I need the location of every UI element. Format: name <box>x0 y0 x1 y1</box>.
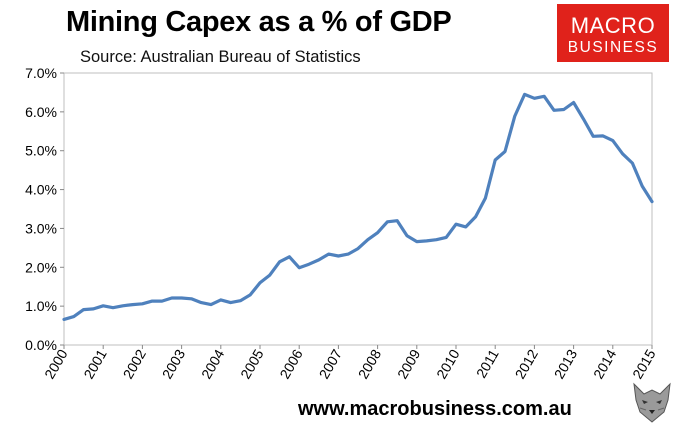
x-tick-label: 2003 <box>159 346 189 381</box>
data-point <box>347 252 350 256</box>
data-point <box>494 158 497 162</box>
data-point <box>376 231 379 234</box>
data-point <box>288 255 291 258</box>
chart-subtitle: Source: Australian Bureau of Statistics <box>80 48 361 66</box>
y-axis: 0.0% 1.0% 2.0% 3.0% 4.0% 5.0% 6.0% 7.0% <box>25 65 64 353</box>
data-point <box>503 150 507 153</box>
data-point <box>552 109 556 112</box>
x-tick-label: 2002 <box>120 346 150 381</box>
y-tick-label: 5.0% <box>25 143 57 159</box>
data-point <box>131 303 134 306</box>
data-point <box>278 260 281 263</box>
x-tick-label: 2012 <box>512 346 542 381</box>
data-point <box>582 117 585 121</box>
data-point <box>396 219 399 222</box>
data-point <box>141 302 144 305</box>
data-point <box>298 266 301 269</box>
data-point <box>72 315 76 318</box>
y-tick-label: 3.0% <box>25 220 57 236</box>
data-point <box>190 297 193 300</box>
x-tick-label: 2014 <box>590 346 620 381</box>
logo-line-1: MACRO <box>570 13 656 38</box>
data-point <box>337 254 340 258</box>
data-point <box>268 273 271 277</box>
chart-title: Mining Capex as a % of GDP <box>66 6 452 38</box>
data-point <box>249 293 252 297</box>
data-point <box>229 301 232 304</box>
data-point <box>219 298 222 302</box>
data-point <box>200 301 203 304</box>
y-tick-label: 1.0% <box>25 298 57 314</box>
data-point <box>562 108 565 111</box>
x-tick-label: 2008 <box>355 346 385 381</box>
data-point <box>170 296 173 300</box>
x-tick-label: 2010 <box>433 346 463 381</box>
data-point <box>151 299 154 303</box>
data-point <box>209 303 213 306</box>
x-tick-label: 2001 <box>80 346 110 381</box>
data-point <box>415 240 418 243</box>
plot-area <box>63 72 653 346</box>
data-point <box>307 263 311 266</box>
series-line-0 <box>62 92 654 321</box>
data-point <box>513 114 516 118</box>
data-point <box>180 296 183 300</box>
logo-line-2: BUSINESS <box>567 39 659 56</box>
y-tick-label: 0.0% <box>25 337 57 353</box>
data-point <box>425 239 428 243</box>
data-point <box>111 306 115 309</box>
x-tick-label: 2013 <box>551 346 581 381</box>
data-point <box>62 318 66 321</box>
data-point <box>102 304 105 307</box>
data-point <box>92 307 95 311</box>
x-axis: 2000 2001 2002 2003 2004 2005 2006 2007 2008 2009… <box>41 345 659 381</box>
macrobusiness-logo[interactable]: MACRO BUSINESS <box>557 4 669 62</box>
wolf-mascot-icon <box>633 382 671 423</box>
data-point <box>82 308 85 311</box>
data-point <box>474 215 477 218</box>
data-point <box>445 236 448 239</box>
data-point <box>650 200 654 203</box>
data-point <box>523 93 526 96</box>
x-tick-label: 2006 <box>276 346 306 381</box>
x-tick-label: 2004 <box>198 346 228 381</box>
data-point <box>572 101 575 104</box>
y-tick-label: 6.0% <box>25 104 57 120</box>
data-point <box>592 135 595 138</box>
data-point <box>317 258 320 262</box>
data-point <box>258 281 262 284</box>
data-point <box>435 238 438 241</box>
plot-border <box>63 72 653 346</box>
data-point <box>366 238 369 241</box>
x-tick-label: 2007 <box>316 346 346 381</box>
data-point <box>543 95 546 98</box>
x-tick-label: 2009 <box>394 346 424 381</box>
y-tick-label: 7.0% <box>25 65 57 81</box>
data-point <box>327 252 330 256</box>
x-tick-label: 2015 <box>629 346 659 381</box>
data-point <box>641 184 644 188</box>
data-point <box>356 247 360 250</box>
data-point <box>621 152 624 155</box>
data-point <box>160 299 164 303</box>
y-tick-label: 4.0% <box>25 182 57 198</box>
data-point <box>631 161 634 165</box>
data-point <box>533 97 536 100</box>
x-tick-label: 2005 <box>237 346 267 381</box>
data-point <box>484 196 487 200</box>
y-tick-label: 2.0% <box>25 259 57 275</box>
data-point <box>454 223 458 226</box>
data-point <box>386 220 389 223</box>
series-layer <box>62 92 654 321</box>
x-tick-label: 2011 <box>473 346 502 380</box>
data-point <box>601 134 605 138</box>
data-point <box>121 304 125 307</box>
data-point <box>464 225 467 229</box>
data-point <box>239 299 242 302</box>
data-point <box>611 139 614 142</box>
data-point <box>405 234 409 237</box>
website-url[interactable]: www.macrobusiness.com.au <box>298 398 572 420</box>
